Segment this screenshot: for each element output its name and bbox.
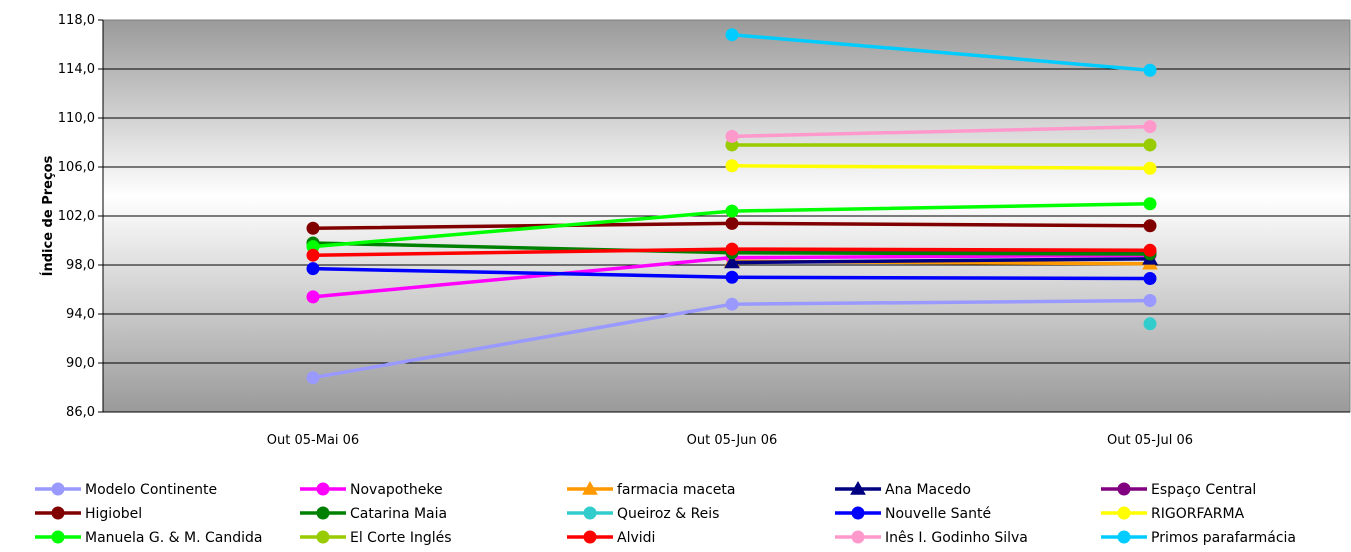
x-tick-label: Out 05-Jul 06 xyxy=(1107,433,1193,448)
y-tick-label: 118,0 xyxy=(58,13,95,28)
data-point xyxy=(724,254,740,269)
legend-swatch-marker xyxy=(851,506,865,520)
data-point xyxy=(725,159,739,173)
series-in-s-i-godinho-silva xyxy=(725,120,1157,143)
legend-swatch-marker xyxy=(51,530,65,544)
y-tick-label: 94,0 xyxy=(66,307,95,322)
legend-swatch-marker xyxy=(850,480,866,495)
data-point xyxy=(306,248,320,262)
data-point xyxy=(725,297,739,311)
legend-swatch-marker xyxy=(316,482,330,496)
data-point xyxy=(306,221,320,235)
series-primos-parafarm-cia xyxy=(725,28,1157,77)
legend-swatch-marker xyxy=(1117,482,1131,496)
legend-label: Espaço Central xyxy=(1151,482,1256,498)
legend-swatch-marker xyxy=(51,506,65,520)
legend-swatch-marker xyxy=(583,530,597,544)
legend-label: Inês I. Godinho Silva xyxy=(885,530,1028,546)
legend: Modelo Continente Novapotheke farmacia mac… xyxy=(35,480,1296,546)
y-tick-label: 102,0 xyxy=(58,209,95,224)
legend-item: Primos parafarmácia xyxy=(1101,530,1296,546)
x-axis: Out 05-Mai 06 Out 05-Jun 06 Out 05-Jul 06 xyxy=(103,411,1350,448)
legend-label: Queiroz & Reis xyxy=(617,506,719,522)
legend-swatch-marker xyxy=(1117,530,1131,544)
legend-item: El Corte Inglés xyxy=(300,530,452,546)
series-alvidi xyxy=(306,242,1157,262)
data-point xyxy=(725,129,739,143)
y-tick-label: 86,0 xyxy=(66,405,95,420)
legend-item: RIGORFARMA xyxy=(1101,506,1245,522)
y-tick-label: 106,0 xyxy=(58,160,95,175)
data-point xyxy=(1143,120,1157,134)
data-point xyxy=(725,270,739,284)
y-axis: 86,0 90,0 94,0 98,0 102,0 106,0 110,0 114,0 118,… xyxy=(58,13,104,420)
legend-item: Ana Macedo xyxy=(835,480,971,498)
x-tick-label: Out 05-Mai 06 xyxy=(267,433,359,448)
legend-swatch-marker xyxy=(316,530,330,544)
legend-item: Queiroz & Reis xyxy=(567,506,719,522)
legend-swatch-marker xyxy=(1117,506,1131,520)
data-point xyxy=(1143,317,1157,331)
data-point xyxy=(725,242,739,256)
data-point xyxy=(1143,294,1157,308)
y-tick-label: 98,0 xyxy=(66,258,95,273)
series-modelo-continente xyxy=(306,294,1157,385)
series-rigorfarma xyxy=(725,159,1157,175)
legend-item: Higiobel xyxy=(35,506,142,522)
series-higiobel xyxy=(306,216,1157,235)
data-point xyxy=(1143,219,1157,233)
data-point xyxy=(725,216,739,230)
data-point xyxy=(1143,243,1157,257)
x-tick-label: Out 05-Jun 06 xyxy=(687,433,778,448)
y-tick-label: 110,0 xyxy=(58,111,95,126)
legend-item: Espaço Central xyxy=(1101,482,1256,498)
legend-label: Primos parafarmácia xyxy=(1151,530,1296,546)
series-line xyxy=(731,124,1151,139)
series-nouvelle-sant- xyxy=(306,262,1157,285)
data-point xyxy=(1143,197,1157,211)
legend-label: Higiobel xyxy=(85,506,142,522)
legend-item: Alvidi xyxy=(567,530,655,546)
data-point xyxy=(1143,271,1157,285)
series-line xyxy=(731,32,1151,72)
legend-label: Ana Macedo xyxy=(885,482,971,498)
legend-label: Nouvelle Santé xyxy=(885,506,991,522)
y-tick-label: 114,0 xyxy=(58,62,95,77)
series-line xyxy=(731,257,1151,265)
legend-swatch-marker xyxy=(316,506,330,520)
legend-item: Catarina Maia xyxy=(300,506,447,522)
series-queiroz-reis xyxy=(1143,317,1157,331)
legend-item: Manuela G. & M. Candida xyxy=(35,530,263,546)
series-line xyxy=(731,164,1151,170)
legend-label: Modelo Continente xyxy=(85,482,217,498)
data-point xyxy=(1143,138,1157,152)
legend-item: Modelo Continente xyxy=(35,482,217,498)
data-point xyxy=(1143,63,1157,77)
data-point xyxy=(306,371,320,385)
legend-label: Alvidi xyxy=(617,530,655,546)
legend-swatch-marker xyxy=(851,530,865,544)
legend-item: Novapotheke xyxy=(300,482,443,498)
series-lines xyxy=(306,28,1158,385)
legend-item: Inês I. Godinho Silva xyxy=(835,530,1028,546)
data-point xyxy=(725,28,739,42)
legend-swatch-marker xyxy=(51,482,65,496)
legend-label: RIGORFARMA xyxy=(1151,506,1245,522)
y-tick-label: 90,0 xyxy=(66,356,95,371)
legend-label: Manuela G. & M. Candida xyxy=(85,530,263,546)
data-point xyxy=(306,262,320,276)
data-point xyxy=(725,204,739,218)
legend-item: farmacia maceta xyxy=(567,480,735,498)
legend-label: farmacia maceta xyxy=(617,482,735,498)
y-axis-label: Índice de Preços xyxy=(40,155,56,276)
legend-label: El Corte Inglés xyxy=(350,530,452,546)
data-point xyxy=(1143,161,1157,175)
legend-label: Catarina Maia xyxy=(350,506,447,522)
legend-swatch-marker xyxy=(582,480,598,495)
legend-label: Novapotheke xyxy=(350,482,443,498)
data-point xyxy=(306,290,320,304)
legend-item: Nouvelle Santé xyxy=(835,506,991,522)
legend-swatch-marker xyxy=(583,506,597,520)
